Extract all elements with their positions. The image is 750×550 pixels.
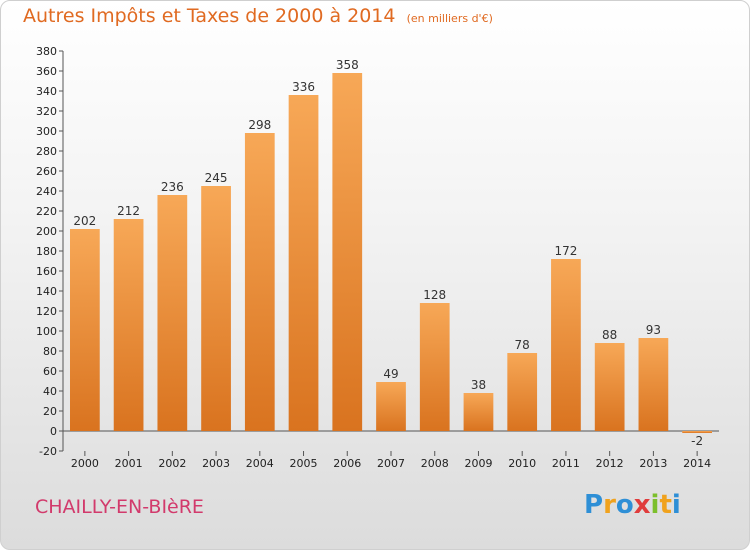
bar xyxy=(463,393,494,431)
bar-value-label: 336 xyxy=(292,80,315,94)
y-tick-label: 300 xyxy=(36,125,57,138)
logo-letter: i xyxy=(650,490,660,520)
bar xyxy=(69,229,100,431)
x-tick-label: 2014 xyxy=(683,457,711,470)
y-tick-label: 120 xyxy=(36,305,57,318)
logo-letter: t xyxy=(659,490,672,520)
x-tick-label: 2011 xyxy=(552,457,580,470)
x-tick-label: 2008 xyxy=(421,457,449,470)
x-tick-label: 2000 xyxy=(71,457,99,470)
y-tick-label: 20 xyxy=(43,405,57,418)
y-tick-label: 320 xyxy=(36,105,57,118)
y-tick-label: 200 xyxy=(36,225,57,238)
logo-letter: P xyxy=(584,490,604,520)
y-tick-label: 240 xyxy=(36,185,57,198)
x-tick-label: 2013 xyxy=(639,457,667,470)
bar-value-label: 88 xyxy=(602,328,617,342)
chart-title-main: Autres Impôts et Taxes de 2000 à 2014 xyxy=(23,5,396,27)
x-tick-label: 2003 xyxy=(202,457,230,470)
x-tick-label: 2007 xyxy=(377,457,405,470)
bar-value-label: 245 xyxy=(205,171,228,185)
x-tick-label: 2006 xyxy=(333,457,361,470)
bar-value-label: -2 xyxy=(691,434,703,448)
bar xyxy=(201,186,231,431)
y-tick-label: 40 xyxy=(43,385,57,398)
bar-value-label: 358 xyxy=(336,58,359,72)
proxiti-logo: Proxiti xyxy=(584,490,681,520)
bar-value-label: 93 xyxy=(646,323,661,337)
y-tick-label: 160 xyxy=(36,265,57,278)
chart-title: Autres Impôts et Taxes de 2000 à 2014 (e… xyxy=(23,5,493,27)
bar-value-label: 172 xyxy=(554,244,577,258)
bar xyxy=(507,353,538,431)
logo-letter: i xyxy=(671,490,681,520)
x-tick-label: 2002 xyxy=(158,457,186,470)
bar-value-label: 49 xyxy=(383,367,398,381)
y-tick-label: 180 xyxy=(36,245,57,258)
y-tick-label: 80 xyxy=(43,345,57,358)
y-tick-label: 340 xyxy=(36,85,57,98)
bar xyxy=(682,431,713,433)
y-tick-label: 360 xyxy=(36,65,57,78)
bar xyxy=(419,303,450,431)
y-tick-label: 260 xyxy=(36,165,57,178)
x-tick-label: 2009 xyxy=(464,457,492,470)
x-tick-label: 2001 xyxy=(115,457,143,470)
bar xyxy=(638,338,669,431)
bar xyxy=(594,343,625,431)
bar-value-label: 212 xyxy=(117,204,140,218)
x-tick-label: 2010 xyxy=(508,457,536,470)
bar xyxy=(157,195,188,431)
commune-name: CHAILLY-EN-BIèRE xyxy=(35,496,204,518)
bar xyxy=(551,259,581,431)
y-tick-label: 100 xyxy=(36,325,57,338)
bar xyxy=(376,382,406,431)
bar-value-label: 202 xyxy=(73,214,96,228)
x-tick-label: 2012 xyxy=(596,457,624,470)
y-tick-label: -20 xyxy=(39,445,57,458)
bar xyxy=(332,73,363,431)
y-tick-label: 220 xyxy=(36,205,57,218)
logo-letter: r xyxy=(603,490,616,520)
bar-value-label: 128 xyxy=(423,288,446,302)
bar-value-label: 78 xyxy=(515,338,530,352)
bar xyxy=(288,95,319,431)
y-tick-label: 60 xyxy=(43,365,57,378)
y-tick-label: 380 xyxy=(36,45,57,58)
bar-value-label: 298 xyxy=(248,118,271,132)
logo-letter: x xyxy=(633,490,651,520)
bar-value-label: 38 xyxy=(471,378,486,392)
chart-title-unit: (en milliers d'€) xyxy=(406,12,493,25)
y-tick-label: 140 xyxy=(36,285,57,298)
y-tick-label: 0 xyxy=(50,425,57,438)
y-tick-label: 280 xyxy=(36,145,57,158)
x-tick-label: 2005 xyxy=(290,457,318,470)
logo-letter: o xyxy=(615,490,634,520)
x-tick-label: 2004 xyxy=(246,457,274,470)
bar-value-label: 236 xyxy=(161,180,184,194)
bar xyxy=(113,219,144,431)
bar xyxy=(244,133,275,431)
